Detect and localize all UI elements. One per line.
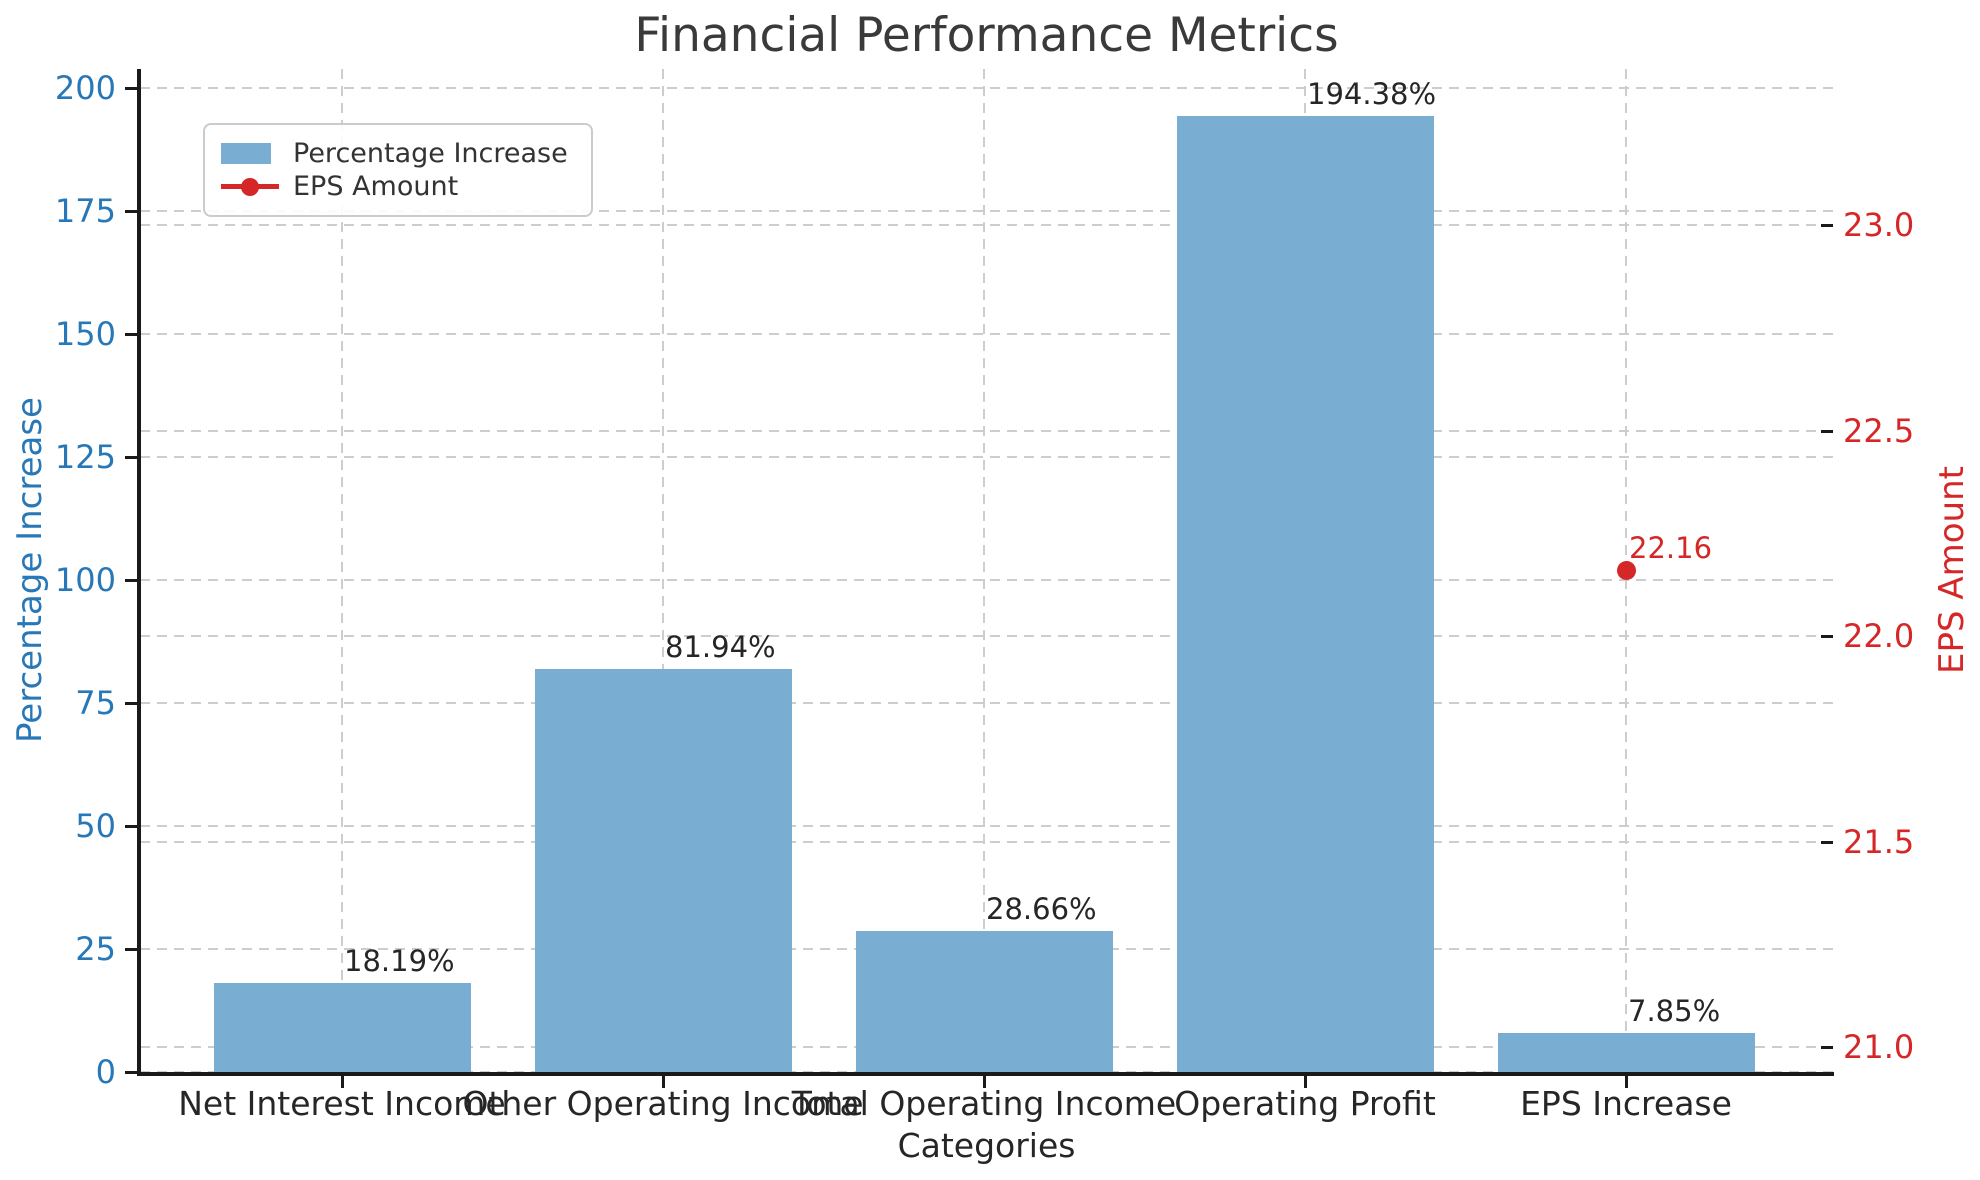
- left-tick-mark: [125, 579, 137, 583]
- right-tick-label: 21.5: [1843, 822, 1915, 861]
- x-tick-label: Operating Profit: [1174, 1084, 1436, 1123]
- x-tick-label: Total Operating Income: [791, 1084, 1177, 1123]
- gridline-right-22: [140, 635, 1833, 638]
- bar-other-operating-income: [534, 668, 792, 1072]
- x-axis-label: Categories: [897, 1126, 1076, 1165]
- bottom-tick-mark: [1304, 1076, 1307, 1088]
- left-tick-mark: [125, 702, 137, 706]
- right-tick-mark: [1821, 429, 1833, 433]
- left-y-axis-label: Percentage Increase: [10, 397, 50, 743]
- right-tick-mark: [1821, 840, 1833, 844]
- legend-item-percentage-increase: Percentage Increase: [221, 137, 575, 170]
- bar-eps-increase: [1497, 1033, 1755, 1072]
- gridline-left-75: [140, 702, 1833, 705]
- legend: Percentage Increase EPS Amount: [203, 123, 593, 217]
- x-tick-label: Other Operating Income: [462, 1084, 864, 1123]
- gridline-category: [341, 69, 343, 1072]
- legend-line-marker-icon: [221, 177, 279, 196]
- left-tick-label: 75: [75, 684, 116, 723]
- bar-value-label: 7.85%: [1628, 994, 1721, 1029]
- left-tick-mark: [125, 825, 137, 829]
- eps-point-label: 22.16: [1629, 530, 1713, 565]
- left-tick-label: 25: [75, 930, 116, 969]
- gridline-left-100: [140, 579, 1833, 582]
- legend-bar-swatch-icon: [221, 143, 271, 164]
- left-tick-mark: [125, 210, 137, 214]
- bar-net-interest-income: [213, 982, 471, 1072]
- x-tick-label: EPS Increase: [1520, 1084, 1732, 1123]
- gridline-right-22.5: [140, 429, 1833, 432]
- right-tick-label: 22.5: [1843, 411, 1915, 450]
- right-tick-mark: [1821, 224, 1833, 228]
- left-tick-mark: [125, 1071, 137, 1074]
- bar-operating-profit: [1176, 115, 1434, 1072]
- left-tick-label: 0: [95, 1053, 116, 1091]
- x-tick-label: Net Interest Income: [178, 1084, 506, 1123]
- legend-dot-icon: [241, 177, 259, 196]
- right-y-axis-label: EPS Amount: [1932, 466, 1972, 674]
- legend-label: Percentage Increase: [293, 138, 568, 169]
- right-tick-label: 22.0: [1843, 617, 1915, 656]
- left-tick-label: 50: [75, 807, 116, 846]
- legend-label: EPS Amount: [293, 171, 459, 202]
- gridline-right-21.5: [140, 840, 1833, 843]
- gridline-left-50: [140, 825, 1833, 828]
- right-tick-label: 23.0: [1843, 206, 1915, 245]
- bottom-tick-mark: [662, 1076, 665, 1088]
- bottom-tick-mark: [983, 1076, 986, 1088]
- gridline-category: [662, 69, 664, 1072]
- left-tick-label: 100: [54, 561, 116, 600]
- gridline-left-175: [140, 210, 1833, 213]
- right-tick-label: 21.0: [1843, 1028, 1915, 1067]
- gridline-category: [983, 69, 985, 1072]
- left-spine: [137, 69, 141, 1076]
- left-tick-mark: [125, 948, 137, 952]
- left-tick-mark: [125, 333, 137, 337]
- gridline-left-150: [140, 333, 1833, 336]
- legend-item-eps-amount: EPS Amount: [221, 170, 575, 203]
- left-tick-label: 125: [54, 438, 116, 477]
- left-tick-label: 150: [54, 315, 116, 354]
- bar-total-operating-income: [855, 931, 1113, 1072]
- gridline-right-23: [140, 224, 1833, 227]
- gridline-left-200: [140, 87, 1833, 90]
- left-tick-mark: [125, 87, 137, 91]
- bar-value-label: 28.66%: [986, 892, 1097, 927]
- bar-value-label: 18.19%: [344, 943, 455, 978]
- right-tick-mark: [1821, 635, 1833, 639]
- left-tick-label: 200: [54, 69, 116, 108]
- eps-point: [1616, 561, 1636, 580]
- bottom-tick-mark: [341, 1076, 344, 1088]
- chart-title: Financial Performance Metrics: [634, 8, 1339, 63]
- gridline-left-125: [140, 456, 1833, 459]
- bar-value-label: 194.38%: [1307, 76, 1437, 111]
- bottom-tick-mark: [1625, 1076, 1628, 1088]
- left-tick-mark: [125, 456, 137, 460]
- bar-value-label: 81.94%: [665, 629, 776, 664]
- right-tick-mark: [1821, 1046, 1833, 1050]
- bottom-spine: [137, 1072, 1834, 1076]
- left-tick-label: 175: [54, 192, 116, 231]
